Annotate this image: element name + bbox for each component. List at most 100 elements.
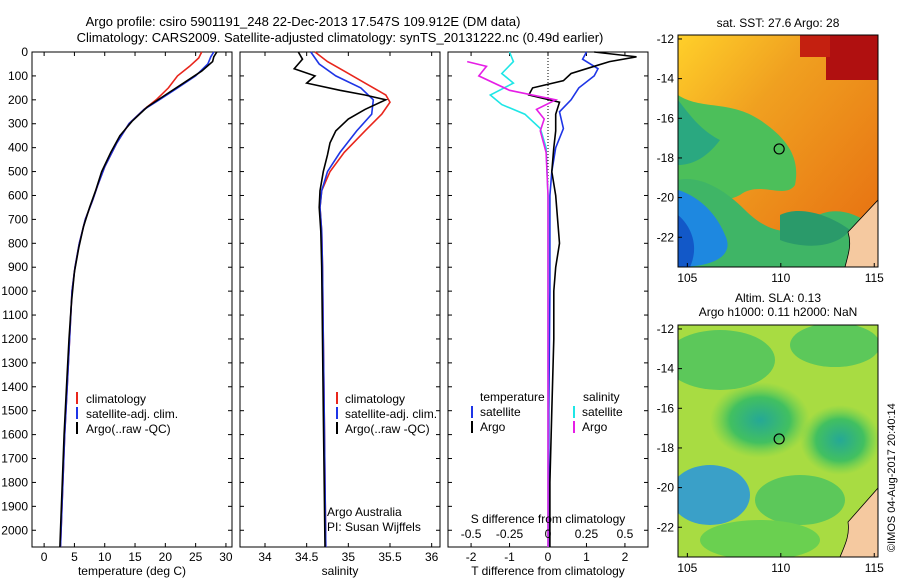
legend-temperature-title: temperature (480, 390, 545, 404)
s-tick-label: 0.5 (617, 527, 634, 541)
map-y-tick-label: -12 (657, 32, 675, 46)
series-satellite-adj-clim- (310, 51, 375, 548)
y-tick-label: 700 (8, 212, 28, 226)
argo-float-marker (773, 143, 785, 155)
difference-panel: -2 -1 0 1 2 T difference from climatology S … (447, 51, 649, 578)
map-x-tick-label: 115 (865, 561, 884, 575)
s-tick-label: 0 (545, 527, 552, 541)
series-argo (527, 51, 637, 547)
legend-satellite-label: satellite-adj. clim. (86, 407, 178, 421)
x-tick-label: 1 (583, 550, 590, 564)
map-x-tick-label: 110 (771, 271, 790, 285)
sst-map-title: sat. SST: 27.6 Argo: 28 (717, 16, 840, 30)
sla-map-subtitle: Argo h1000: 0.11 h2000: NaN (699, 305, 858, 319)
depth-y-ticks: 0 100 200 300 400 500 600 700 800 900 1000 1100 1200… (1, 45, 232, 537)
s-tick-label: -0.5 (461, 527, 482, 541)
x-tick-label: 35.5 (378, 550, 402, 564)
x-tick-label: 30 (219, 550, 233, 564)
difference-x-label: T difference from climatology (471, 564, 625, 578)
legend-satellite-label: satellite (480, 405, 521, 419)
salinity-y-ticks (240, 51, 440, 531)
map-x-tick-label: 115 (865, 271, 884, 285)
y-tick-label: 300 (8, 117, 28, 131)
sla-field (678, 325, 878, 557)
salinity-axes (239, 51, 441, 548)
y-tick-label: 1700 (1, 452, 28, 466)
x-tick-label: 35 (342, 550, 356, 564)
map-y-tick-label: -16 (657, 401, 675, 415)
map-y-tick-label: -18 (657, 441, 675, 455)
x-tick-label: 2 (622, 550, 629, 564)
y-tick-label: 400 (8, 141, 28, 155)
y-tick-label: 2000 (1, 523, 28, 537)
legend-climatology-label: climatology (345, 392, 405, 406)
sst-field (678, 35, 878, 267)
legend-climatology-label: climatology (86, 392, 146, 406)
map-y-tick-label: -20 (657, 481, 675, 495)
difference-series (467, 51, 637, 547)
title-line-2: Climatology: CARS2009. Satellite-adjuste… (77, 30, 604, 45)
y-tick-label: 0 (21, 45, 28, 59)
salinity-legend: climatology satellite-adj. clim. Argo(..… (336, 392, 437, 436)
x-tick-label: 25 (189, 550, 203, 564)
x-tick-label: 36 (425, 550, 439, 564)
x-tick-label: -2 (466, 550, 477, 564)
x-tick-label: 34.5 (295, 550, 319, 564)
x-tick-label: 20 (159, 550, 173, 564)
temperature-series (59, 51, 218, 548)
temperature-axes (31, 51, 233, 548)
legend-argo-label: Argo (480, 420, 506, 434)
series-argo (467, 60, 559, 547)
map-y-tick-label: -14 (657, 362, 675, 376)
legend-sal-argo-label: Argo (582, 420, 608, 434)
title-line-1: Argo profile: csiro 5901191_248 22-Dec-2… (86, 14, 521, 29)
y-tick-label: 200 (8, 93, 28, 107)
map-y-tick-label: -22 (657, 520, 675, 534)
salinity-difference-ticks: -0.5 -0.25 0 0.25 0.5 (461, 527, 634, 541)
y-tick-label: 1800 (1, 475, 28, 489)
series-satellite (547, 51, 600, 547)
y-tick-label: 1200 (1, 332, 28, 346)
y-tick-label: 1500 (1, 404, 28, 418)
difference-y-ticks (448, 51, 648, 531)
sst-map-ticks: 105 110 115 -12 -14 -16 -18 -20 -22 (657, 32, 884, 285)
map-x-tick-label: 105 (677, 561, 697, 575)
y-tick-label: 1100 (2, 308, 28, 322)
annotation-argo-australia: Argo Australia (327, 505, 402, 519)
sst-map-panel: sat. SST: 27.6 Argo: 28 105 110 115 -12 -14 -… (657, 16, 884, 285)
sla-map-frame (677, 324, 879, 558)
series-argo-raw-qc- (292, 51, 389, 548)
y-tick-label: 1000 (1, 284, 28, 298)
x-tick-label: 0 (545, 550, 552, 564)
annotation-pi: PI: Susan Wijffels (327, 520, 421, 534)
map-y-tick-label: -16 (657, 111, 675, 125)
y-tick-label: 500 (8, 165, 28, 179)
y-tick-label: 1300 (1, 356, 28, 370)
x-tick-label: 10 (98, 550, 112, 564)
y-tick-label: 800 (8, 236, 28, 250)
x-tick-label: 5 (71, 550, 78, 564)
s-tick-label: -0.25 (496, 527, 524, 541)
legend-argo-label: Argo(..raw -QC) (86, 422, 171, 436)
y-tick-label: 1400 (1, 380, 28, 394)
map-y-tick-label: -22 (657, 230, 675, 244)
map-y-tick-label: -14 (657, 72, 675, 86)
y-tick-label: 100 (8, 69, 28, 83)
temperature-x-ticks: 0 5 10 15 20 25 30 (41, 52, 233, 564)
difference-legend-salinity: salinity satellite Argo (573, 390, 623, 434)
s-tick-label: 0.25 (575, 527, 599, 541)
x-tick-label: 0 (41, 550, 48, 564)
sla-map-ticks: 105 110 115 -12 -14 -16 -18 -20 -22 (657, 322, 884, 575)
x-tick-label: 34 (258, 550, 272, 564)
sla-map-title: Altim. SLA: 0.13 (735, 291, 821, 305)
difference-legend-temperature: temperature satellite Argo (471, 390, 545, 434)
y-tick-label: 1600 (1, 428, 28, 442)
map-y-tick-label: -20 (657, 191, 675, 205)
map-y-tick-label: -18 (657, 151, 675, 165)
sst-map-frame (677, 34, 879, 268)
salinity-panel: 34 34.5 35 35.5 36 salinity climatology sate… (239, 51, 441, 578)
x-tick-label: 15 (128, 550, 142, 564)
imos-credit: ©IMOS 04-Aug-2017 20:40:14 (886, 403, 898, 552)
series-argo-raw-qc- (59, 51, 218, 548)
